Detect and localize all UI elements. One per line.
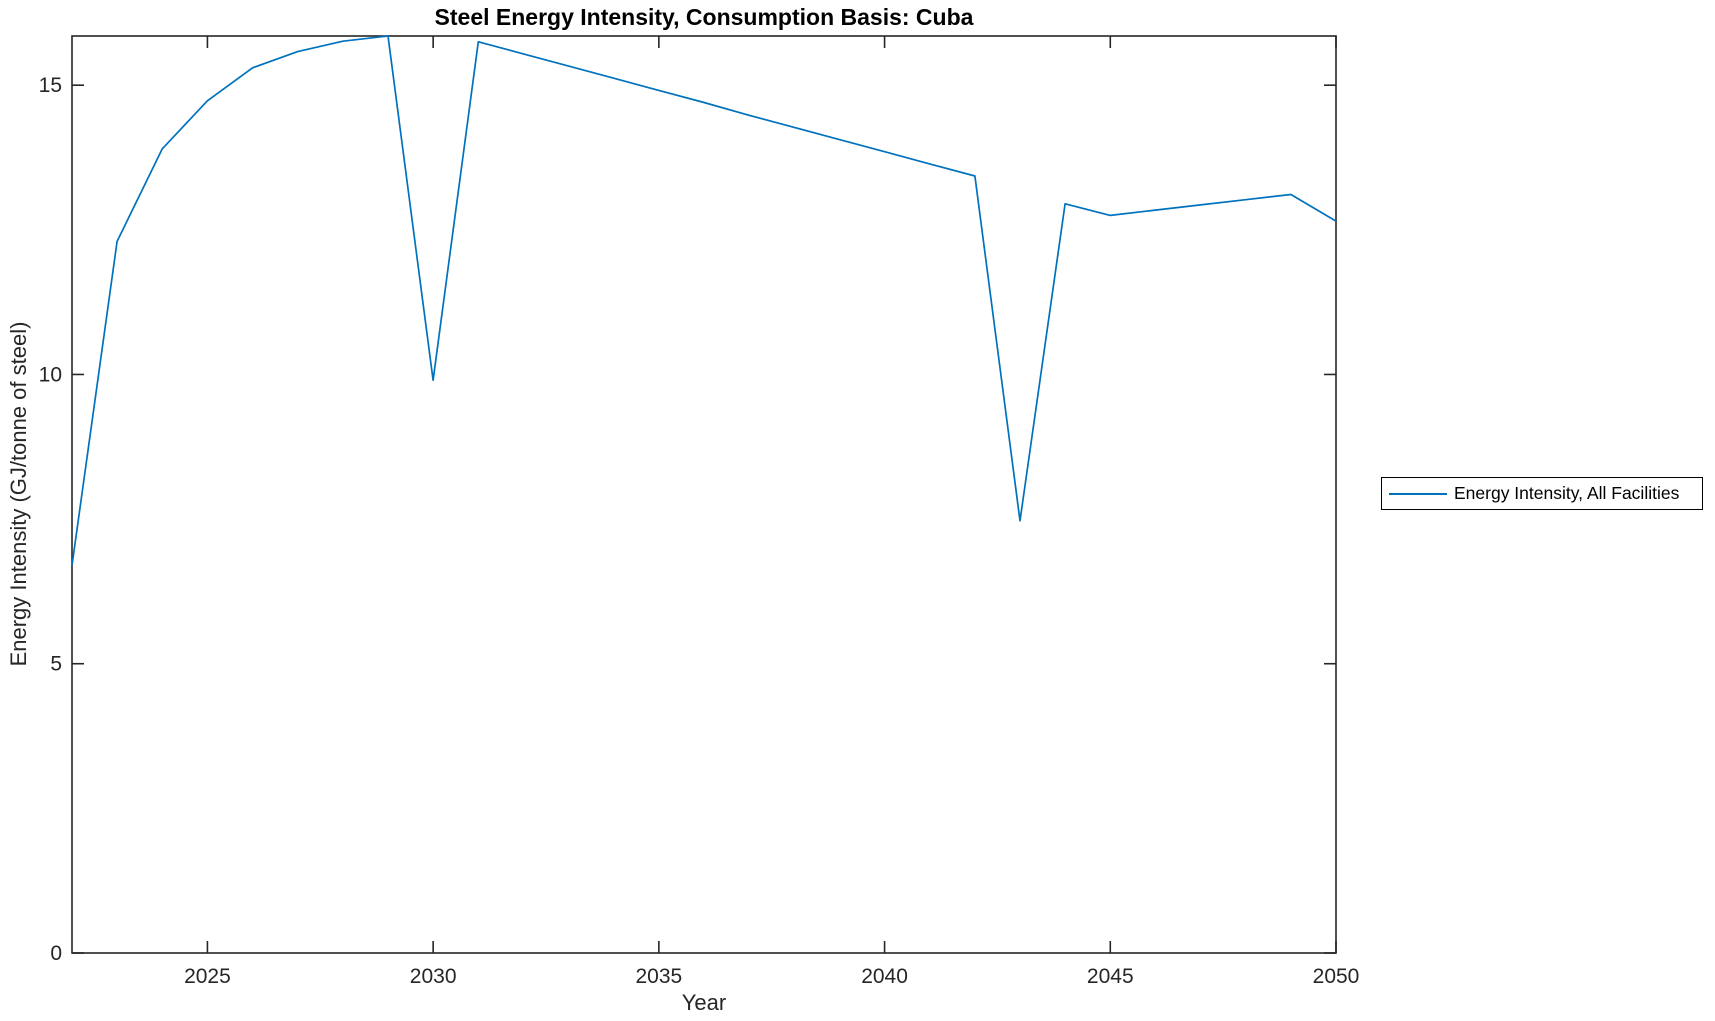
x-axis-label: Year [682, 990, 726, 1015]
series-polyline [71, 35, 1337, 566]
plot-border [71, 35, 1337, 954]
y-axis-ticks: 0 5 10 15 [39, 74, 1336, 965]
y-axis-label: Energy Intensity (GJ/tonne of steel) [6, 322, 31, 667]
legend-line-sample-icon [1389, 492, 1447, 495]
y-tick-label: 0 [50, 942, 62, 965]
x-tick-label: 2045 [1087, 965, 1134, 988]
y-tick-label: 15 [39, 74, 62, 97]
x-tick-label: 2050 [1313, 965, 1360, 988]
y-tick-label: 5 [50, 653, 62, 676]
x-axis-ticks: 2025 2030 2035 2040 2045 2050 [184, 36, 1359, 988]
x-tick-label: 2030 [410, 965, 457, 988]
x-tick-label: 2025 [184, 965, 231, 988]
axes-box [71, 35, 1337, 954]
x-tick-label: 2040 [861, 965, 908, 988]
data-series-line [71, 35, 1337, 566]
y-tick-label: 10 [39, 363, 62, 386]
chart-title: Steel Energy Intensity, Consumption Basi… [435, 4, 974, 30]
legend-entry-label: Energy Intensity, All Facilities [1454, 483, 1680, 503]
x-tick-label: 2035 [635, 965, 682, 988]
legend: Energy Intensity, All Facilities [1381, 477, 1703, 510]
